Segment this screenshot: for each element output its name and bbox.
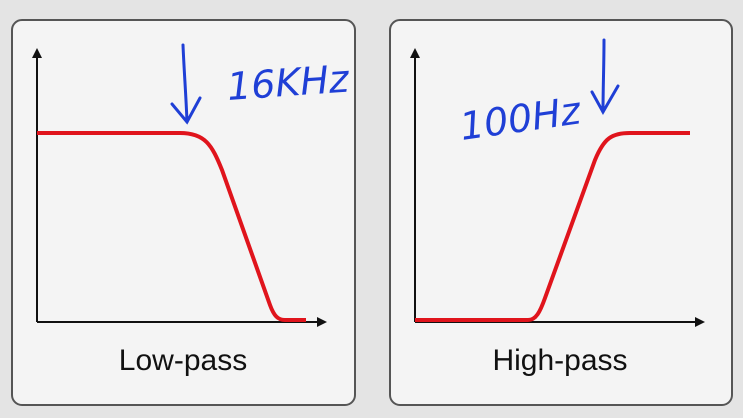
annotation: 16KHz bbox=[226, 57, 352, 109]
annotation-arrow bbox=[590, 38, 620, 116]
panel-low-pass: Low-pass 16KHz bbox=[11, 19, 356, 406]
panel-high-pass: High-pass 100Hz bbox=[389, 19, 733, 406]
annotation-arrow bbox=[170, 43, 202, 125]
response-curve bbox=[415, 131, 690, 322]
panel-frame bbox=[11, 19, 356, 406]
panel-label: Low-pass bbox=[119, 344, 247, 377]
panel-label: High-pass bbox=[492, 344, 627, 377]
panel-frame bbox=[389, 19, 733, 406]
response-curve bbox=[37, 131, 306, 322]
